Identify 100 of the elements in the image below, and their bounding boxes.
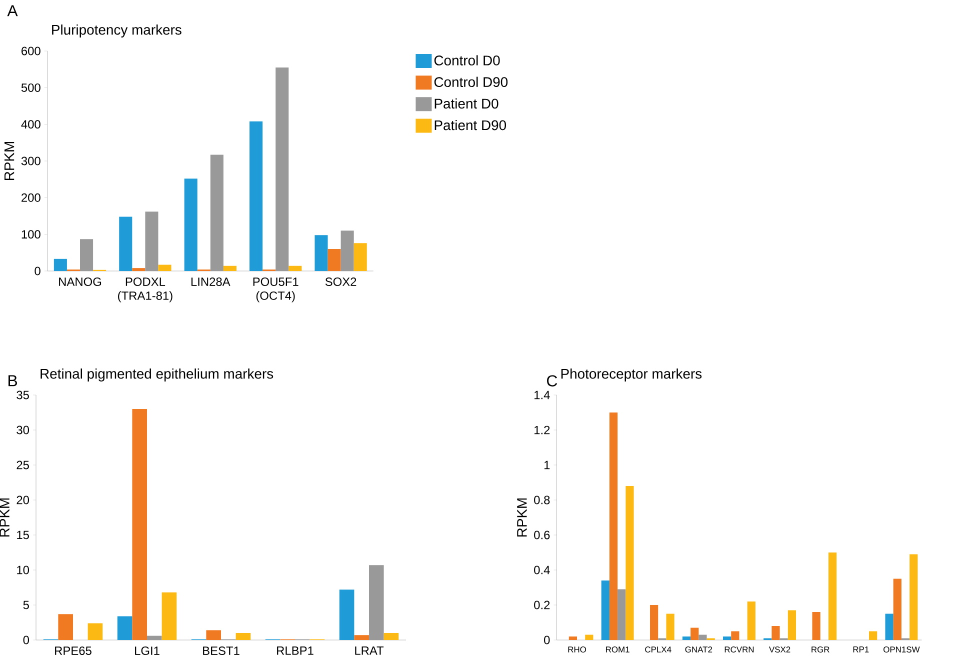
x-tick-label: LGI1: [135, 646, 160, 655]
y-tick-label: 1.2: [534, 426, 550, 434]
bar: [812, 612, 820, 640]
bar: [354, 243, 367, 271]
bar: [618, 589, 626, 640]
bar: [723, 636, 732, 640]
bar: [223, 266, 236, 271]
bar: [609, 412, 618, 640]
legend-label: Control D90: [434, 76, 508, 88]
bar: [354, 635, 369, 640]
bar: [132, 268, 146, 271]
y-tick-label: 25: [16, 460, 29, 470]
text: A: [7, 5, 18, 16]
bar: [690, 628, 699, 640]
bar: [119, 216, 132, 271]
bar: [158, 264, 172, 271]
x-tick-label: ROM1: [606, 646, 630, 653]
bar: [117, 616, 132, 640]
bar: [626, 486, 634, 640]
y-tick-label: 0: [544, 636, 550, 644]
bar: [206, 630, 221, 640]
x-tick-label: OPN1SW: [884, 646, 920, 653]
y-tick-label: 10: [17, 566, 30, 574]
legend-label: Patient D0: [434, 98, 498, 109]
bar: [601, 580, 610, 640]
bar: [666, 614, 674, 640]
bar: [340, 230, 354, 271]
bar: [276, 68, 289, 271]
text: B: [8, 375, 17, 386]
bar: [184, 178, 198, 271]
y-tick-label: 5: [23, 600, 29, 610]
x-tick-label: RPE65: [55, 646, 92, 655]
text: C: [547, 375, 558, 386]
bar: [682, 636, 691, 640]
y-tick-label: 600: [22, 46, 40, 56]
y-axis-title: RPKM: [517, 498, 527, 537]
bar: [147, 636, 162, 640]
x-tick-label: LRAT: [355, 646, 384, 655]
y-tick-label: 400: [21, 120, 40, 129]
y-tick-label: 0: [23, 636, 30, 644]
bar: [54, 258, 67, 271]
y-tick-label: 20: [16, 496, 30, 504]
bar: [145, 212, 158, 271]
bar: [132, 409, 147, 640]
y-axis-title: RPKM: [0, 498, 10, 537]
x-tick-label: RP1: [853, 646, 869, 652]
y-tick-label: 0.8: [534, 496, 550, 504]
bar: [893, 578, 902, 640]
chart-title: Pluripotency markers: [52, 24, 182, 38]
y-tick-label: 0: [34, 266, 40, 276]
y-tick-label: 1: [544, 460, 550, 470]
bar: [339, 590, 354, 640]
bar: [747, 602, 756, 640]
y-tick-label: 100: [22, 230, 40, 239]
y-tick-label: 0.4: [534, 566, 550, 574]
bar: [236, 633, 251, 640]
bar: [162, 592, 177, 640]
x-tick-label: LIN28A: [191, 278, 230, 286]
bar: [869, 631, 878, 640]
y-tick-label: 0.2: [534, 600, 550, 610]
y-tick-label: 15: [17, 530, 29, 540]
x-tick-label: POU5F1 (OCT4): [253, 278, 298, 302]
bar: [58, 614, 73, 640]
x-tick-label: CPLX4: [645, 646, 672, 653]
bar: [288, 266, 302, 271]
x-tick-label: SOX2: [325, 278, 356, 286]
x-tick-label: RGR: [812, 646, 830, 653]
bar: [772, 626, 780, 640]
x-tick-label: NANOG: [59, 278, 102, 286]
bar: [568, 636, 578, 640]
x-tick-label: RCVRN: [724, 646, 754, 653]
bar: [885, 614, 894, 640]
x-tick-label: GNAT2: [685, 646, 712, 653]
bar: [314, 235, 328, 271]
y-tick-label: 500: [21, 83, 40, 92]
bar: [698, 634, 707, 640]
chart-title: Retinal pigmented epithelium markers: [40, 368, 274, 382]
bar: [210, 154, 224, 271]
bar: [650, 605, 658, 640]
y-tick-label: 30: [16, 426, 30, 434]
y-tick-label: 35: [16, 390, 29, 400]
bar: [788, 610, 796, 640]
y-axis-title: RPKM: [4, 142, 14, 180]
legend-label: Patient D90: [434, 120, 506, 130]
bar: [369, 565, 384, 640]
y-tick-label: 300: [21, 156, 40, 166]
bar: [910, 554, 918, 640]
y-tick-label: 0.6: [534, 530, 550, 540]
bar: [731, 631, 740, 640]
legend-label: Control D0: [434, 55, 500, 66]
bar: [828, 552, 837, 640]
x-tick-label: PODXL (TRA1-81): [118, 278, 172, 302]
bar: [250, 121, 263, 271]
x-tick-label: RLBP1: [277, 646, 314, 655]
bar: [384, 633, 399, 640]
bar: [80, 239, 94, 271]
bar: [328, 248, 341, 271]
y-tick-label: 200: [22, 193, 40, 202]
bar: [88, 623, 103, 640]
y-tick-label: 1.4: [534, 390, 550, 400]
